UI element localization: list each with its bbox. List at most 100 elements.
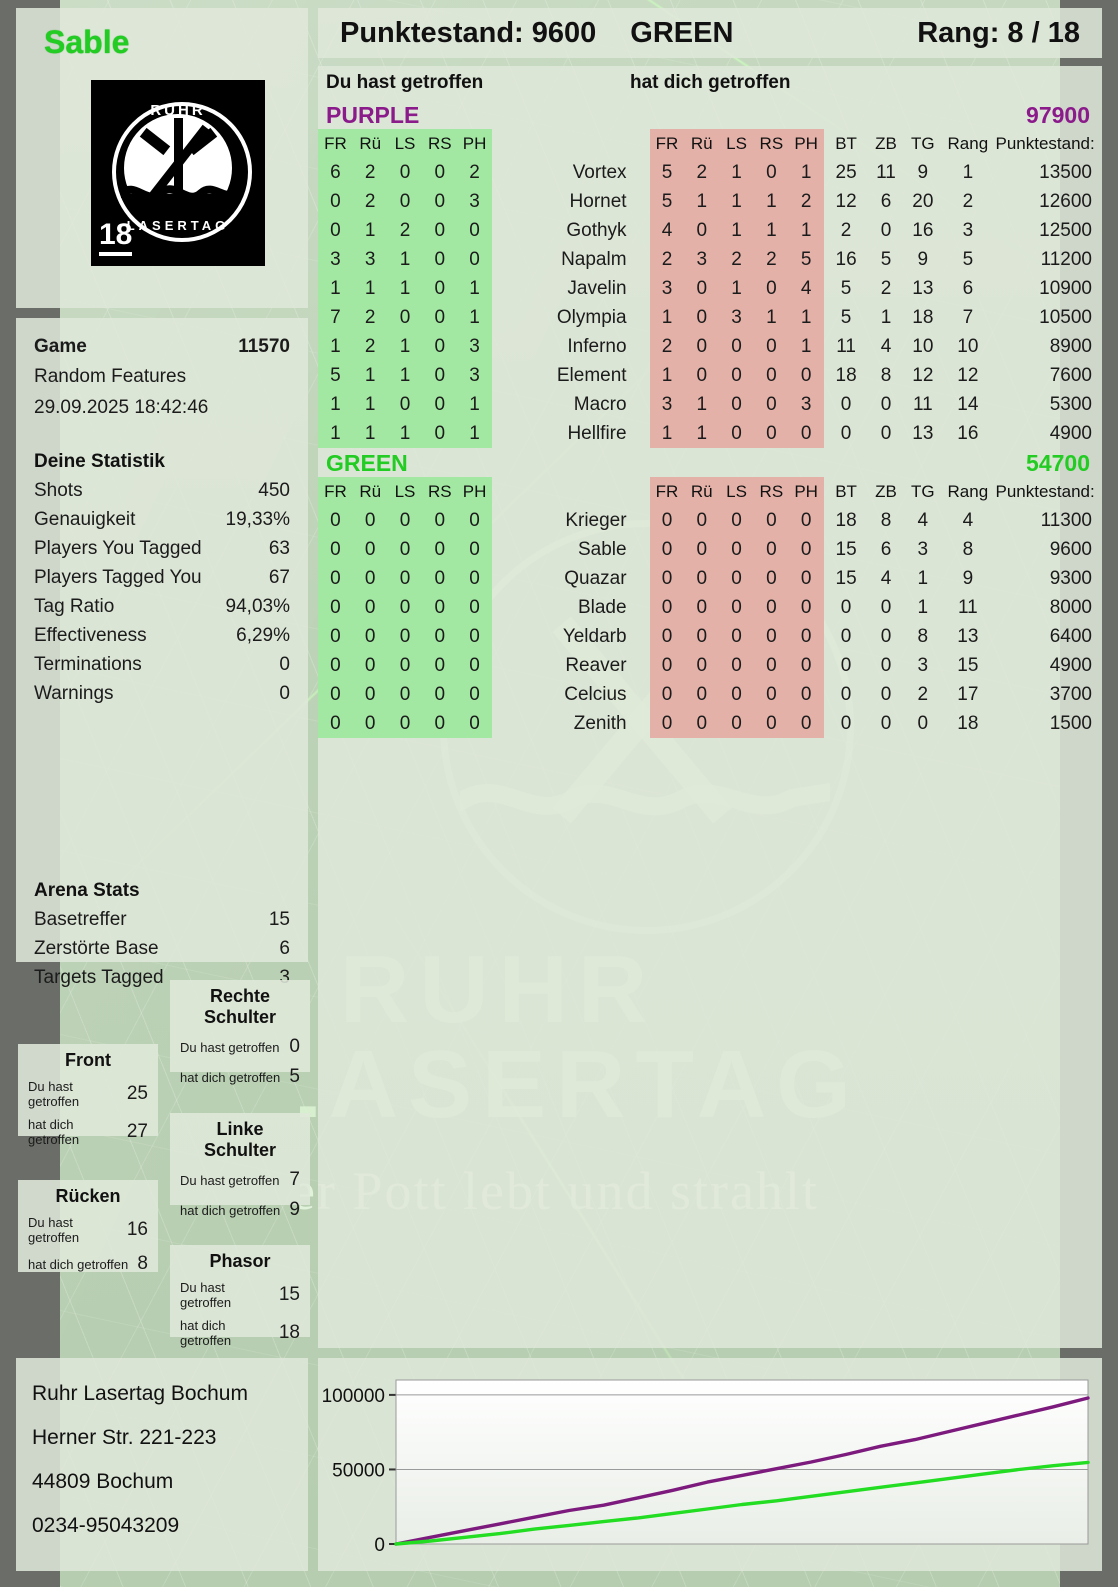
bt-value: 2 [840,219,852,241]
table-row[interactable]: 6 2 0 0 2 Vortex 5 2 1 0 1 25 11 9 1 13500 [318,158,1102,187]
stat-value: 0 [279,654,290,675]
score-label: Punktestand: 9600 [340,16,597,49]
bodypart-hit-row: Du hast getroffen 0 [180,1036,300,1058]
zb-value: 0 [880,683,892,705]
table-row[interactable]: 1 1 0 0 1 Macro 3 1 0 0 3 0 0 11 14 5300 [318,390,1102,419]
gothit-value: 0 [649,564,685,593]
gothit-value: 0 [649,535,685,564]
score-value: 13500 [1039,161,1092,183]
hit-value: 1 [352,274,388,303]
table-row[interactable]: 0 0 0 0 0 Celcius 0 0 0 0 0 0 0 2 17 3700 [318,680,1102,709]
score-value: 1500 [1049,712,1092,734]
zb-value: 11 [876,161,896,183]
arena-stats-block: Arena Stats Basetreffer 15 Zerstörte Base 6… [34,876,290,992]
score-value: 9300 [1049,567,1092,589]
stat-label: Zerstörte Base [34,938,159,959]
table-row[interactable]: 3 3 1 0 0 Napalm 2 3 2 2 5 16 5 9 5 11200 [318,245,1102,274]
crossed-hammers-icon [137,118,219,208]
tg-value: 3 [917,538,929,560]
stat-value: 3 [279,967,290,988]
bt-value: 16 [835,248,857,270]
gothit-value: 1 [649,419,685,448]
bodypart-hit-value: 25 [126,1083,148,1104]
gothit-value: 3 [788,390,824,419]
table-row[interactable]: 0 0 0 0 0 Yeldarb 0 0 0 0 0 0 0 8 13 6400 [318,622,1102,651]
table-row[interactable]: 1 1 1 0 1 Hellfire 1 1 0 0 0 0 0 13 16 4900 [318,419,1102,448]
stat-row: Terminations 0 [34,650,290,679]
player-name-cell: Macro [573,393,627,415]
column-header: Rü [352,129,388,158]
gothit-value: 0 [788,564,824,593]
gothit-value: 0 [753,419,789,448]
gothit-value: 0 [719,506,754,535]
table-row[interactable]: 5 1 1 0 3 Element 1 0 0 0 0 18 8 12 12 7600 [318,361,1102,390]
score-value: 6400 [1049,625,1092,647]
rank-value: 15 [957,654,979,676]
bodypart-gothit-value: 18 [278,1322,300,1343]
gothit-value: 0 [788,535,824,564]
player-name-cell: Quazar [564,567,627,589]
chart-inner: 0 50000 100000 [318,1358,1102,1571]
column-header: LS [387,477,423,506]
column-header: Punktestand: [995,481,1095,501]
table-row[interactable]: 0 0 0 0 0 Sable 0 0 0 0 0 15 6 3 8 9600 [318,535,1102,564]
gothit-value: 0 [719,680,754,709]
gothit-value: 0 [788,622,824,651]
bodypart-hit-row: Du hast getroffen 25 [28,1079,148,1109]
stat-label: Basetreffer [34,909,127,930]
gothit-value: 0 [719,390,754,419]
bt-value: 18 [835,364,857,386]
gothit-value: 0 [753,274,789,303]
table-row[interactable]: 0 1 2 0 0 Gothyk 4 0 1 1 1 2 0 16 3 12500 [318,216,1102,245]
stat-value: 15 [268,909,290,930]
hit-value: 0 [422,245,458,274]
hit-value: 0 [318,651,353,680]
table-row[interactable]: 7 2 0 0 1 Olympia 1 0 3 1 1 5 1 18 7 10500 [318,303,1102,332]
column-header: RS [753,129,789,158]
gothit-value: 0 [753,680,789,709]
rank-value: 4 [962,509,974,531]
rank-value: 5 [962,248,974,270]
player-name-cell: Zenith [573,712,627,734]
rank-label: Rang: 8 / 18 [917,16,1080,49]
table-header-row: FR Rü LS RS PH FR Rü LS RS PH BT ZB TG Rang Punktestan… [318,477,1102,506]
tg-value: 18 [912,306,934,328]
column-header: TG [911,133,935,153]
hit-value: 0 [352,651,388,680]
table-row[interactable]: 0 0 0 0 0 Zenith 0 0 0 0 0 0 0 0 18 1500 [318,709,1102,738]
column-header: BT [835,133,857,153]
hit-value: 0 [422,535,458,564]
gothit-value: 0 [719,332,754,361]
hit-value: 0 [422,332,458,361]
column-header: ZB [875,481,897,501]
bodypart-box-left-shoulder: Linke Schulter Du hast getroffen 7 hat dich… [170,1113,310,1220]
table-row[interactable]: 0 0 0 0 0 Reaver 0 0 0 0 0 0 0 3 15 4900 [318,651,1102,680]
hit-value: 1 [387,361,423,390]
team-name: PURPLE [326,102,420,128]
stat-row: Basetreffer 15 [34,905,290,934]
table-row[interactable]: 0 0 0 0 0 Quazar 0 0 0 0 0 15 4 1 9 9300 [318,564,1102,593]
gothit-value: 0 [649,651,685,680]
tg-value: 3 [917,654,929,676]
hit-value: 0 [422,680,458,709]
gothit-value: 1 [719,274,754,303]
address-phone: 0234-95043209 [32,1514,180,1537]
stat-row: Effectiveness 6,29% [34,621,290,650]
chart-line-green [394,1460,1090,1546]
gothit-value: 3 [719,303,754,332]
stat-label: Targets Tagged [34,967,164,988]
table-row[interactable]: 1 1 1 0 1 Javelin 3 0 1 0 4 5 2 13 6 10900 [318,274,1102,303]
hit-value: 0 [457,709,492,738]
gothit-value: 0 [788,709,824,738]
hit-value: 0 [318,216,353,245]
tg-value: 8 [917,625,929,647]
hit-value: 0 [422,216,458,245]
gothit-value: 0 [788,361,824,390]
chart-ytick-label: 100000 [322,1386,385,1407]
table-row[interactable]: 0 0 0 0 0 Blade 0 0 0 0 0 0 0 1 11 8000 [318,593,1102,622]
bt-value: 15 [835,567,857,589]
table-row[interactable]: 0 2 0 0 3 Hornet 5 1 1 1 2 12 6 20 2 12600 [318,187,1102,216]
table-row[interactable]: 0 0 0 0 0 Krieger 0 0 0 0 0 18 8 4 4 11300 [318,506,1102,535]
table-row[interactable]: 1 2 1 0 3 Inferno 2 0 0 0 1 11 4 10 10 8900 [318,332,1102,361]
player-name-cell: Celcius [564,683,627,705]
